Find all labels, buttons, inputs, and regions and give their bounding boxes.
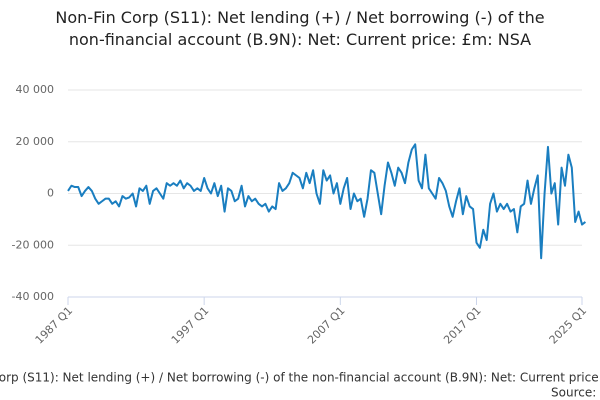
chart-title-text: Non-Fin Corp (S11): Net lending (+) / Ne… bbox=[55, 8, 544, 49]
y-tick-label: 40 000 bbox=[16, 83, 55, 96]
x-tick-label: 1997 Q1 bbox=[169, 304, 212, 347]
chart-title: Non-Fin Corp (S11): Net lending (+) / Ne… bbox=[55, 8, 544, 49]
x-tick-label: 2017 Q1 bbox=[441, 304, 484, 347]
series-line bbox=[67, 143, 587, 260]
x-tick-label: 2007 Q1 bbox=[305, 304, 348, 347]
x-tick-label: 1987 Q1 bbox=[33, 304, 76, 347]
y-tick-label: 0 bbox=[47, 187, 54, 200]
legend-label: Non-Fin Corp (S11): Net lending (+) / Ne… bbox=[0, 371, 600, 385]
y-tick-label: -20 000 bbox=[12, 238, 54, 251]
y-tick-label: 20 000 bbox=[16, 135, 55, 148]
y-tick-label: -40 000 bbox=[12, 290, 54, 303]
source: Source: bbox=[551, 386, 596, 400]
x-tick-label: 2025 Q1 bbox=[547, 304, 590, 347]
